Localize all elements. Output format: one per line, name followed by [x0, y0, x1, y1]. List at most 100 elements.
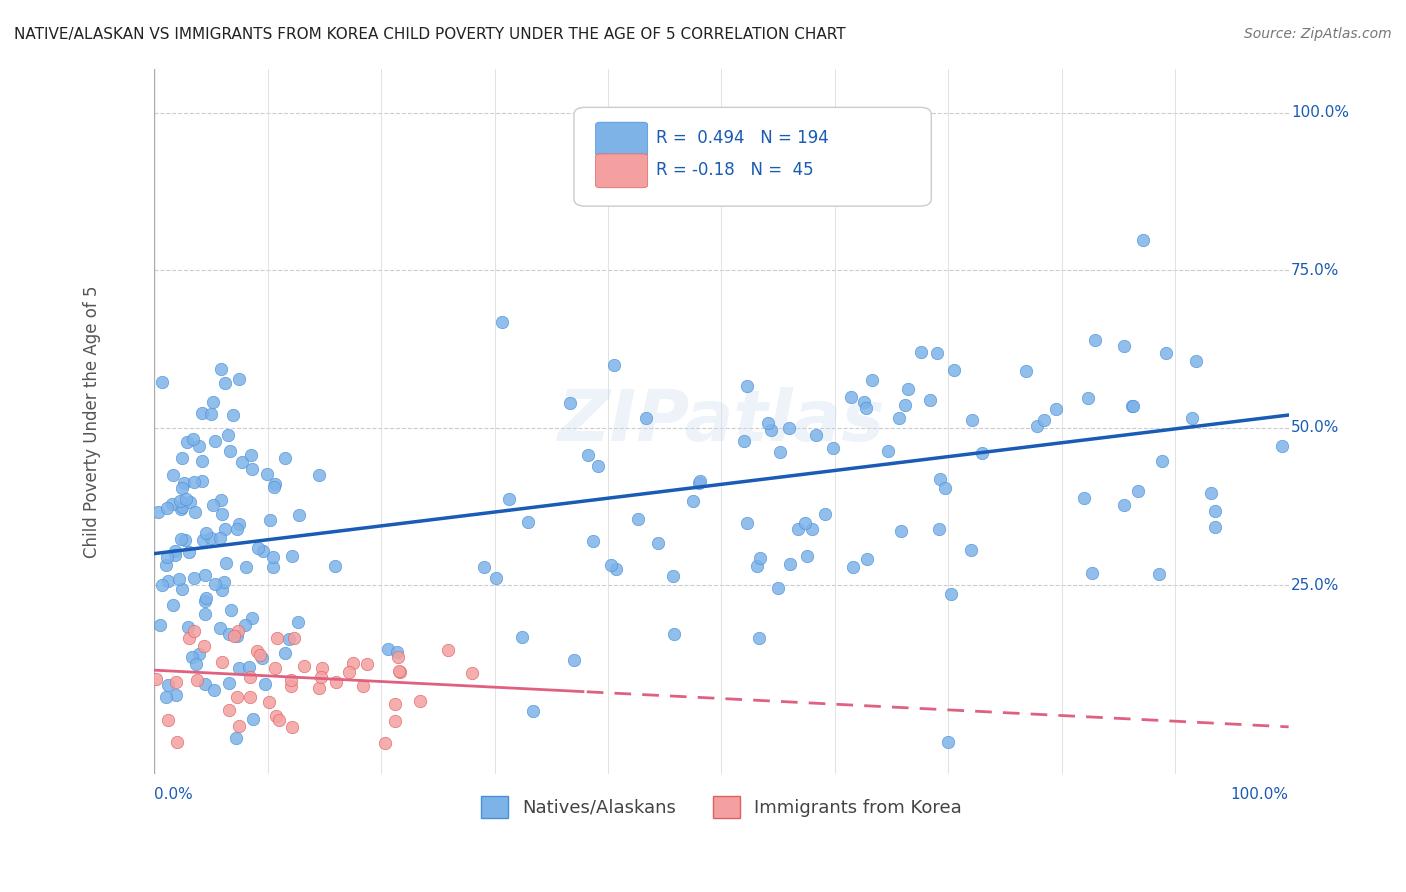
Point [239, 690, 262, 704]
Point [183, 571, 205, 585]
Point [756, 416, 779, 430]
Point [170, 533, 193, 547]
Point [934, 481, 956, 495]
Point [225, 731, 247, 745]
Point [352, 679, 374, 693]
Point [226, 624, 249, 638]
FancyBboxPatch shape [574, 107, 931, 206]
Point [228, 516, 250, 531]
Point [308, 467, 330, 482]
Point [761, 423, 783, 437]
Point [191, 454, 214, 468]
Point [211, 655, 233, 669]
Point [176, 619, 198, 633]
Point [842, 560, 865, 574]
Point [165, 674, 187, 689]
Point [252, 544, 274, 558]
Point [388, 664, 411, 678]
Point [201, 498, 224, 512]
Point [156, 713, 179, 727]
Point [960, 413, 983, 427]
Point [222, 629, 245, 643]
Point [860, 373, 883, 387]
Point [1204, 504, 1226, 518]
Point [603, 358, 626, 372]
Point [233, 617, 256, 632]
Point [288, 508, 311, 523]
Point [794, 516, 817, 530]
Point [194, 607, 217, 622]
Point [337, 665, 360, 680]
Point [218, 626, 240, 640]
Point [1201, 486, 1223, 500]
Point [804, 428, 827, 442]
Point [1126, 484, 1149, 499]
Point [384, 714, 406, 729]
Point [177, 545, 200, 559]
Point [181, 650, 204, 665]
Point [377, 642, 399, 657]
Point [214, 522, 236, 536]
Point [262, 559, 284, 574]
Point [1204, 520, 1226, 534]
Text: NATIVE/ALASKAN VS IMMIGRANTS FROM KOREA CHILD POVERTY UNDER THE AGE OF 5 CORRELA: NATIVE/ALASKAN VS IMMIGRANTS FROM KOREA … [14, 27, 845, 42]
Point [181, 432, 204, 446]
Text: ZIPatlas: ZIPatlas [558, 387, 886, 456]
Point [582, 533, 605, 548]
Point [388, 665, 411, 680]
Point [165, 688, 187, 702]
Point [150, 578, 173, 592]
Point [240, 462, 263, 476]
Point [1121, 399, 1143, 413]
Point [266, 631, 288, 645]
Point [219, 602, 242, 616]
Point [208, 621, 231, 635]
Point [356, 657, 378, 672]
Point [184, 657, 207, 671]
Point [745, 559, 768, 574]
Point [876, 443, 898, 458]
Point [170, 502, 193, 516]
Point [384, 697, 406, 711]
Point [787, 522, 810, 536]
Point [274, 451, 297, 466]
Point [211, 582, 233, 597]
Point [939, 587, 962, 601]
Point [172, 500, 194, 514]
Point [1271, 439, 1294, 453]
Point [1032, 413, 1054, 427]
Point [1181, 411, 1204, 425]
Point [195, 525, 218, 540]
Point [627, 512, 650, 526]
Text: 100.0%: 100.0% [1230, 787, 1289, 802]
Point [283, 632, 305, 646]
Point [1025, 419, 1047, 434]
Point [943, 363, 966, 377]
Point [1015, 364, 1038, 378]
Point [174, 492, 197, 507]
Point [188, 439, 211, 453]
Point [170, 450, 193, 465]
Point [149, 618, 172, 632]
Point [155, 690, 177, 704]
Point [239, 669, 262, 683]
Point [308, 681, 330, 695]
Point [852, 395, 875, 409]
Point [226, 629, 249, 643]
Point [910, 344, 932, 359]
Point [262, 549, 284, 564]
Point [183, 624, 205, 639]
Point [748, 631, 770, 645]
Point [897, 382, 920, 396]
Point [737, 516, 759, 530]
Point [485, 571, 508, 585]
Point [225, 690, 247, 704]
Point [246, 541, 269, 555]
Text: 0.0%: 0.0% [155, 787, 193, 802]
Text: 50.0%: 50.0% [1291, 420, 1340, 435]
Point [191, 533, 214, 547]
Point [510, 630, 533, 644]
FancyBboxPatch shape [596, 154, 648, 188]
Point [242, 712, 264, 726]
Point [259, 513, 281, 527]
